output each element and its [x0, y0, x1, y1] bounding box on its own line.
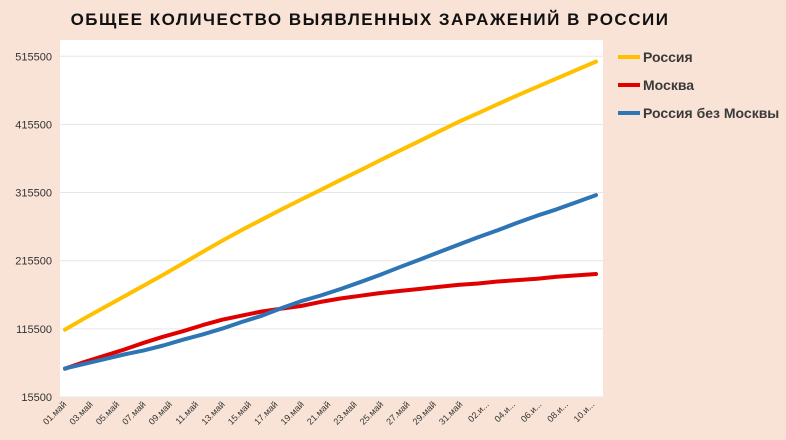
x-tick-label: 15.май: [226, 399, 253, 426]
x-tick-label: 25.май: [358, 399, 385, 426]
x-tick-label: 02.и...: [466, 399, 491, 424]
x-tick-label: 03.май: [67, 399, 94, 426]
x-tick-label: 23.май: [331, 399, 358, 426]
legend-label: Москва: [643, 77, 694, 93]
x-axis: 01.май 03.май 05.май 07.май 09.май 11.май 13.м…: [41, 399, 596, 426]
x-tick-label: 19.май: [279, 399, 306, 426]
legend-label: Россия: [643, 49, 693, 65]
chart-title: ОБЩЕЕ КОЛИЧЕСТВО ВЫЯВЛЕННЫХ ЗАРАЖЕНИЙ В …: [70, 10, 670, 29]
x-tick-label: 09.май: [147, 399, 174, 426]
legend-label: Россия без Москвы: [643, 105, 779, 121]
x-tick-label: 31.май: [437, 399, 464, 426]
y-tick-label: 115500: [16, 324, 52, 336]
series-line-1: [63, 59, 598, 332]
x-tick-label: 06.и...: [519, 399, 544, 424]
x-tick-label: 21.май: [305, 399, 332, 426]
legend: Россия Москва Россия без Москвы: [618, 49, 779, 121]
x-tick-label: 11.май: [173, 399, 200, 426]
x-tick-label: 29.май: [411, 399, 438, 426]
x-tick-label: 07.май: [120, 399, 147, 426]
x-tick-label: 04.и...: [492, 399, 517, 424]
x-tick-label: 08.и...: [545, 399, 570, 424]
series-line-3: [63, 193, 598, 371]
grid-lines: [60, 55, 603, 398]
series-lines: [63, 59, 598, 371]
x-tick-label: 13.май: [199, 399, 226, 426]
y-axis: 15500 115500 215500 315500 415500 515500: [15, 51, 52, 404]
x-tick-label: 17.май: [252, 399, 279, 426]
y-tick-label: 15500: [21, 392, 52, 404]
y-tick-label: 315500: [15, 188, 52, 200]
y-tick-label: 215500: [15, 256, 52, 268]
x-tick-label: 10.и...: [572, 399, 597, 424]
x-tick-label: 05.май: [94, 399, 121, 426]
x-tick-label: 27.май: [384, 399, 411, 426]
y-tick-label: 415500: [15, 119, 52, 131]
series-line-2: [63, 272, 598, 371]
y-tick-label: 515500: [15, 51, 52, 63]
